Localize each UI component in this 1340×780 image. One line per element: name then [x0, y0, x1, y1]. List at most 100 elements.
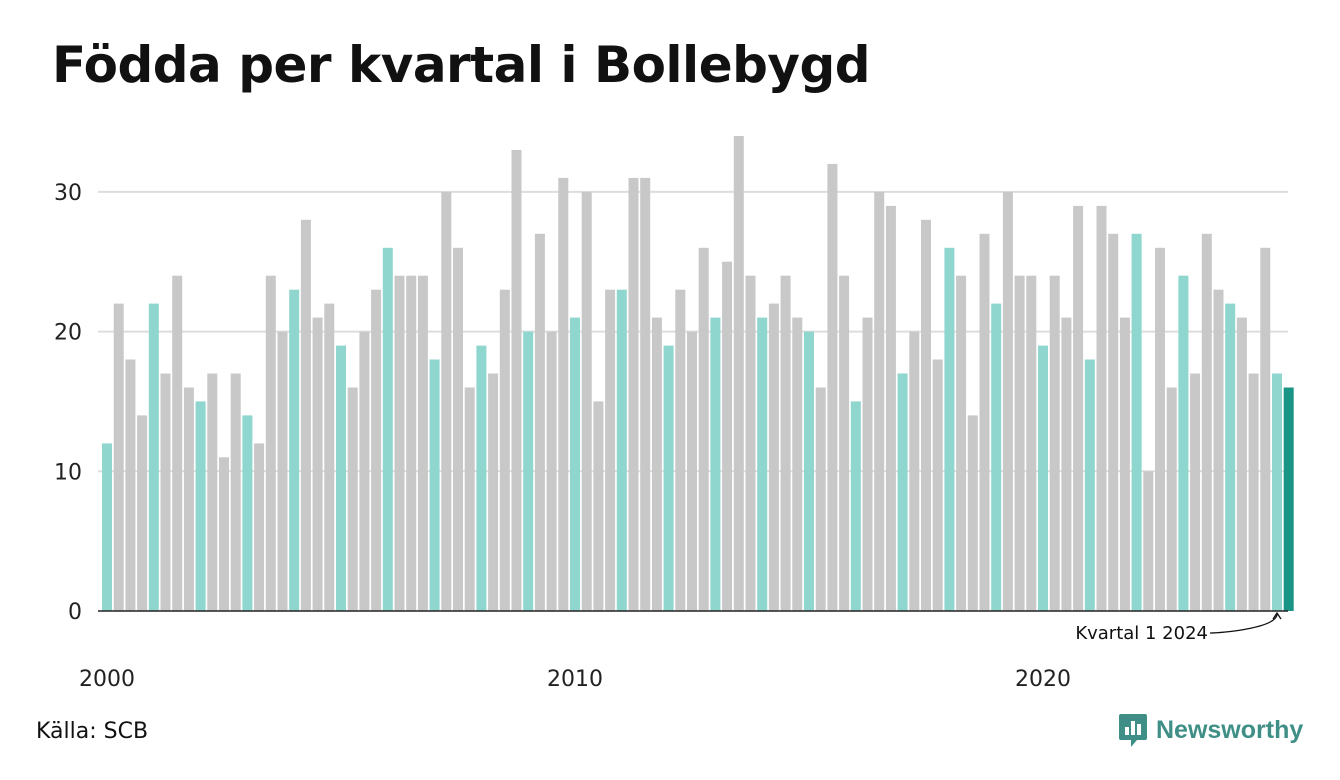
bar — [1166, 387, 1177, 611]
annotation-arrow — [1209, 613, 1278, 634]
bar — [1038, 345, 1048, 611]
bar — [570, 317, 580, 611]
bar — [499, 289, 510, 611]
bar — [371, 289, 382, 611]
bar — [804, 331, 814, 611]
bar — [523, 331, 534, 611]
bar — [827, 163, 838, 611]
bar — [1119, 317, 1130, 611]
bar — [113, 303, 124, 611]
bar — [722, 261, 733, 611]
bar — [1096, 205, 1107, 611]
bar — [991, 303, 1002, 611]
bar — [698, 247, 709, 612]
y-tick-label: 10 — [54, 460, 82, 485]
bar — [265, 275, 276, 611]
bar — [850, 401, 861, 611]
bar — [441, 191, 452, 611]
bar — [874, 191, 885, 611]
annotation-arrowhead — [1272, 611, 1282, 620]
bar — [453, 247, 463, 612]
bar — [745, 275, 756, 611]
bar — [300, 219, 311, 612]
bar — [277, 331, 288, 611]
bar — [616, 289, 627, 611]
bar — [336, 345, 346, 611]
bar — [1155, 247, 1165, 612]
bar — [312, 317, 323, 611]
bar — [417, 275, 428, 611]
bar — [651, 317, 662, 611]
bar — [792, 317, 803, 611]
bar — [733, 136, 744, 611]
bar — [1260, 247, 1271, 612]
bar — [464, 387, 475, 611]
bar — [254, 443, 265, 611]
bar — [476, 345, 487, 611]
bar — [780, 275, 791, 611]
bar — [394, 275, 405, 611]
bar — [944, 247, 955, 612]
bar — [1073, 205, 1084, 611]
y-tick-label: 0 — [68, 600, 82, 625]
y-tick-label: 30 — [54, 181, 82, 206]
bar — [1014, 275, 1025, 611]
bar — [148, 303, 159, 611]
bar — [1283, 387, 1294, 611]
bar — [757, 317, 768, 611]
bar — [382, 247, 393, 612]
bar — [687, 331, 697, 611]
bar — [137, 415, 148, 611]
bar — [862, 317, 873, 611]
chart-title: Födda per kvartal i Bollebygd — [52, 36, 871, 94]
bar — [628, 177, 639, 611]
bar — [289, 289, 300, 611]
bar — [1236, 317, 1247, 611]
bar — [183, 387, 194, 611]
bar — [1201, 233, 1212, 612]
bar — [593, 401, 604, 611]
bar — [768, 303, 779, 611]
bar — [324, 303, 335, 611]
bars — [102, 136, 1294, 612]
bar — [172, 275, 183, 611]
bar — [979, 233, 990, 612]
bar — [921, 219, 931, 612]
bar — [1190, 373, 1201, 611]
y-tick-label: 20 — [54, 321, 82, 346]
bar — [125, 359, 136, 611]
bar — [1061, 317, 1072, 611]
bar — [1143, 471, 1154, 611]
bar — [359, 331, 370, 611]
bar — [219, 457, 229, 611]
brand-logo[interactable]: Newsworthy — [1118, 712, 1303, 748]
bar — [546, 331, 557, 611]
axes: 0 10 20 30 2000 2010 2020 Kvartal 1 2024 — [54, 181, 1288, 692]
bar — [1026, 275, 1037, 611]
bar — [640, 177, 651, 611]
bar — [1213, 289, 1224, 611]
bar — [488, 373, 499, 611]
brand-name: Newsworthy — [1156, 715, 1304, 744]
bar — [967, 415, 978, 611]
bar — [581, 191, 592, 611]
annotation-label: Kvartal 1 2024 — [1075, 623, 1208, 644]
x-tick-label: 2020 — [1015, 667, 1071, 692]
bar — [1178, 275, 1189, 611]
bar — [1049, 275, 1060, 611]
bar — [839, 275, 850, 611]
bar — [242, 415, 253, 611]
bar — [675, 289, 686, 611]
bar — [605, 289, 616, 611]
bar — [1272, 373, 1282, 611]
bar — [406, 275, 417, 611]
bar — [230, 373, 241, 611]
bar — [347, 387, 358, 611]
bar — [160, 373, 171, 611]
newsworthy-logo-icon — [1119, 714, 1147, 747]
x-tick-label: 2010 — [547, 667, 603, 692]
source-label: Källa: SCB — [36, 719, 149, 744]
bar — [710, 317, 721, 611]
bar — [558, 177, 569, 611]
